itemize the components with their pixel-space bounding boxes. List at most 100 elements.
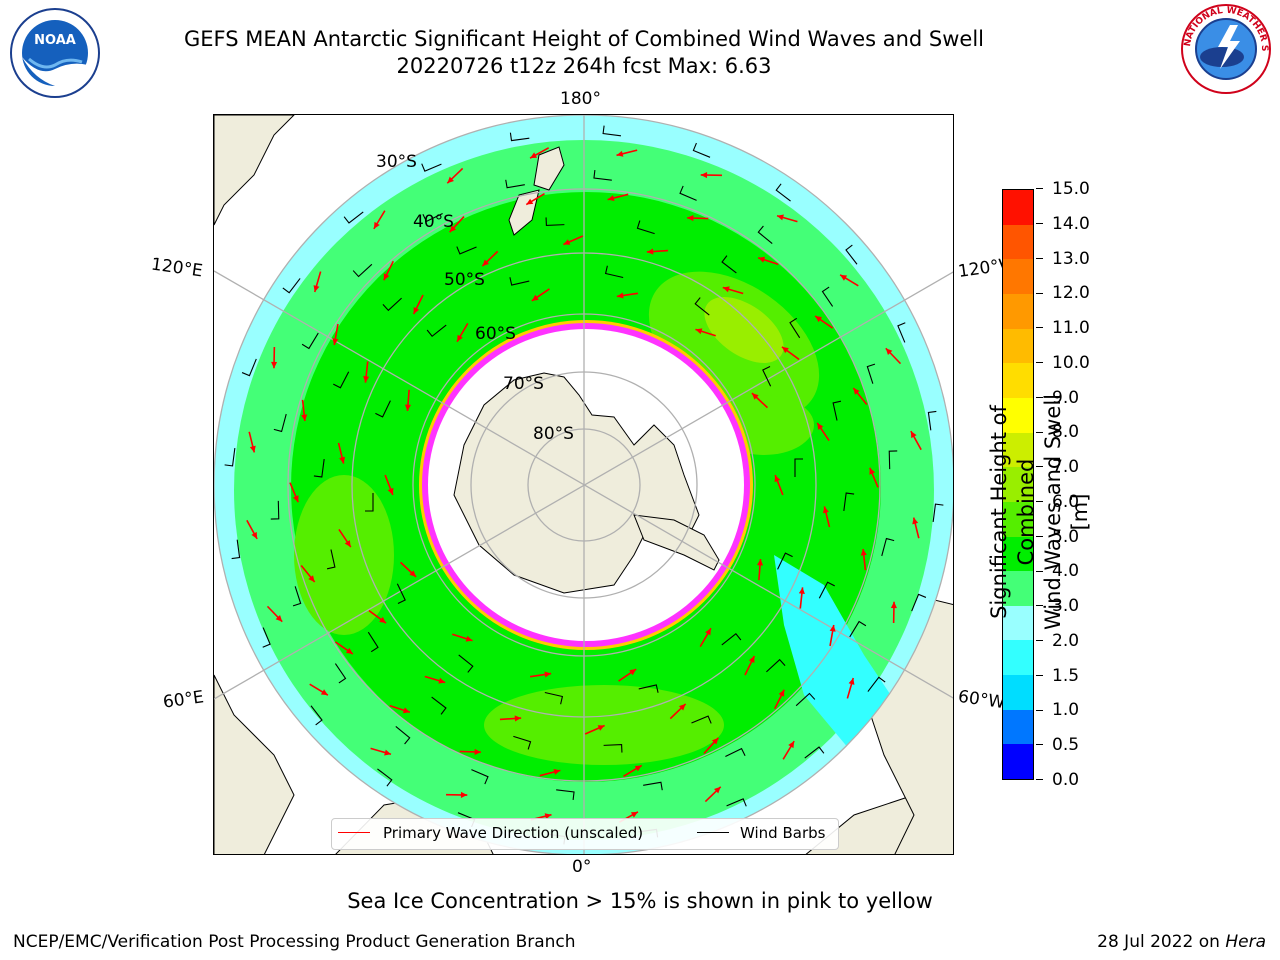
wind-barb <box>382 297 402 312</box>
colorbar-tick-label: 9.0 <box>1052 387 1080 408</box>
lon-label-120e: 120°E <box>149 254 204 282</box>
wave-arrow-head <box>544 671 552 678</box>
colorbar-tick <box>1036 223 1043 224</box>
legend-wave-swatch <box>338 832 370 833</box>
colorbar-tick-label: 7.0 <box>1052 457 1080 478</box>
colorbar-segment <box>1003 363 1033 398</box>
legend-wave-direction: Primary Wave Direction (unscaled) <box>383 824 644 842</box>
wave-arrow-head <box>301 414 308 422</box>
legend-barb-swatch <box>697 832 729 833</box>
polar-map <box>214 115 953 854</box>
wave-arrow-head <box>409 570 417 577</box>
wind-barb <box>757 225 773 245</box>
lon-label-180: 180° <box>560 89 601 109</box>
wind-barb <box>471 769 489 785</box>
wind-barb <box>458 654 474 673</box>
wind-barb <box>593 170 612 181</box>
wind-barb <box>509 132 530 142</box>
wind-barb <box>352 263 373 278</box>
wind-barb <box>762 366 772 387</box>
wave-arrow-head <box>597 725 605 731</box>
colorbar-tick <box>1036 744 1043 746</box>
wind-barb <box>313 459 325 478</box>
wave-arrow-head <box>629 669 637 676</box>
wave-arrow-head <box>634 765 642 772</box>
wave-arrow-head <box>447 176 454 184</box>
wave-arrow-head <box>332 338 339 345</box>
wind-barb <box>725 747 746 757</box>
lon-label-0: 0° <box>572 857 592 877</box>
wave-arrow-head <box>853 387 860 395</box>
lat-label-70s: 70°S <box>503 374 544 394</box>
wave-arrow-head <box>345 647 353 655</box>
wind-barb <box>365 493 374 512</box>
wind-barb <box>456 246 477 255</box>
wind-barbs <box>224 125 944 845</box>
wind-barb <box>505 179 525 189</box>
antarctic-peninsula <box>633 514 720 571</box>
colorbar-tick-label: 5.0 <box>1052 526 1080 547</box>
wave-arrow-head <box>275 615 283 622</box>
colorbar-tick-label: 15.0 <box>1052 179 1090 199</box>
noaa-logo-text: NOAA <box>34 33 76 48</box>
wind-barb <box>721 255 737 274</box>
colorbar <box>1002 189 1034 780</box>
colorbar-tick-label: 4.0 <box>1052 561 1080 582</box>
colorbar-tick-label: 10.0 <box>1052 352 1090 373</box>
wind-barb <box>544 691 564 705</box>
wave-arrow-head <box>714 786 721 794</box>
wind-barb <box>843 492 855 511</box>
wind-barb <box>638 684 659 693</box>
wave-arrow-head <box>249 445 256 453</box>
new-zealand-north <box>533 146 565 191</box>
noaa-logo: NOAA <box>10 8 100 98</box>
colorbar-tick <box>1036 674 1043 676</box>
wave-arrow-head <box>817 422 824 430</box>
footer-branch: NCEP/EMC/Verification Post Processing Pr… <box>13 932 576 952</box>
footer-host: Hera <box>1225 932 1266 952</box>
wave-arrow-head <box>460 791 468 798</box>
wind-barb <box>888 450 898 470</box>
wind-barb <box>832 400 842 421</box>
wind-barb <box>818 581 835 599</box>
chart-title: GEFS MEAN Antarctic Significant Height o… <box>183 27 985 51</box>
wave-arrow-head <box>822 506 829 514</box>
colorbar-segment <box>1003 501 1033 537</box>
lat-label-40s: 40°S <box>413 212 454 232</box>
wind-barb <box>679 185 697 201</box>
wave-arrow-head <box>313 285 320 292</box>
wave-arrow-head <box>251 531 258 539</box>
lon-label-60e: 60°E <box>161 687 206 713</box>
wave-arrow-head <box>531 294 539 301</box>
colorbar-tick <box>1036 501 1043 503</box>
wave-arrow-head <box>320 689 328 696</box>
colorbar-tick <box>1036 779 1043 781</box>
antarctica <box>453 372 700 594</box>
map-legend: Primary Wave Direction (unscaled) Wind B… <box>331 818 839 850</box>
colorbar-tick-label: 0.0 <box>1052 770 1080 790</box>
wind-barb <box>845 244 858 265</box>
wave-arrow-head <box>553 768 561 775</box>
wave-arrow-head <box>774 475 781 483</box>
wind-barb <box>333 371 350 389</box>
wind-barb <box>777 552 793 570</box>
wind-barb <box>866 363 876 384</box>
wave-arrow-head <box>678 703 686 711</box>
lon-label-60w: 60°W <box>956 686 1007 714</box>
wave-arrow-head <box>384 749 391 756</box>
colorbar-segment <box>1003 640 1033 676</box>
wave-arrow-head <box>482 259 490 267</box>
wave-arrow-head <box>778 689 785 697</box>
wind-barb <box>726 798 747 807</box>
wave-arrow-head <box>526 198 534 205</box>
colorbar-tick-label: 2.0 <box>1052 630 1080 651</box>
wave-arrow-head <box>465 635 473 642</box>
wind-barb <box>396 583 406 604</box>
map-frame <box>213 114 954 855</box>
wave-arrow-head <box>695 328 703 335</box>
wind-barb <box>789 317 801 339</box>
wave-arrow-head <box>308 575 315 583</box>
wind-barb <box>849 620 867 638</box>
colorbar-tick-label: 8.0 <box>1052 422 1080 443</box>
wind-barb <box>897 322 906 343</box>
